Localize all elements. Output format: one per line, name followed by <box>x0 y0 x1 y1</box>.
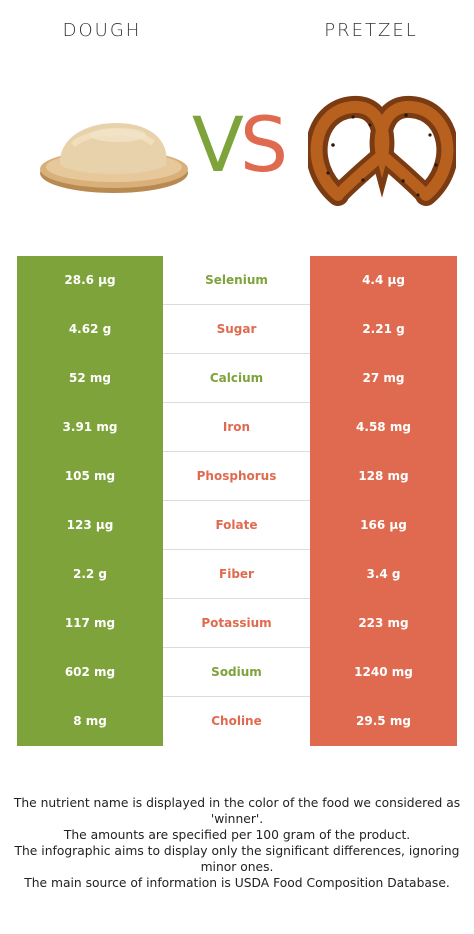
table-row: 4.62 g Sugar 2.21 g <box>17 305 457 354</box>
footnote-line: The amounts are specified per 100 gram o… <box>63 828 411 842</box>
pretzel-image <box>308 96 456 206</box>
row-divider <box>163 304 310 305</box>
pretzel-value: 223 mg <box>310 599 457 648</box>
nutrient-name: Choline <box>163 697 310 746</box>
nutrient-name: Calcium <box>163 354 310 403</box>
dough-value: 105 mg <box>17 452 163 501</box>
dough-value: 2.2 g <box>17 550 163 599</box>
nutrient-name: Sugar <box>163 305 310 354</box>
pretzel-value: 128 mg <box>310 452 457 501</box>
nutrient-name: Fiber <box>163 550 310 599</box>
row-divider <box>163 549 310 550</box>
dough-value: 123 µg <box>17 501 163 550</box>
pretzel-value: 4.58 mg <box>310 403 457 452</box>
vs-label: VS <box>191 100 288 189</box>
footnote-line: The infographic aims to display only the… <box>14 844 460 874</box>
table-row: 28.6 µg Selenium 4.4 µg <box>17 256 457 305</box>
pretzel-value: 3.4 g <box>310 550 457 599</box>
nutrient-name: Folate <box>163 501 310 550</box>
table-row: 52 mg Calcium 27 mg <box>17 354 457 403</box>
nutrient-name: Selenium <box>163 256 310 305</box>
pretzel-value: 2.21 g <box>310 305 457 354</box>
table-row: 3.91 mg Iron 4.58 mg <box>17 403 457 452</box>
dough-value: 4.62 g <box>17 305 163 354</box>
nutrient-name: Iron <box>163 403 310 452</box>
footnote-line: The main source of information is USDA F… <box>24 876 450 890</box>
table-row: 602 mg Sodium 1240 mg <box>17 648 457 697</box>
row-divider <box>163 500 310 501</box>
table-row: 105 mg Phosphorus 128 mg <box>17 452 457 501</box>
row-divider <box>163 353 310 354</box>
table-row: 2.2 g Fiber 3.4 g <box>17 550 457 599</box>
table-row: 8 mg Choline 29.5 mg <box>17 697 457 746</box>
dough-value: 8 mg <box>17 697 163 746</box>
pretzel-value: 27 mg <box>310 354 457 403</box>
footnote: The nutrient name is displayed in the co… <box>10 795 464 891</box>
row-divider <box>163 647 310 648</box>
footnote-line: The nutrient name is displayed in the co… <box>13 796 461 826</box>
dough-value: 28.6 µg <box>17 256 163 305</box>
pretzel-value: 1240 mg <box>310 648 457 697</box>
pretzel-value: 4.4 µg <box>310 256 457 305</box>
nutrient-name: Phosphorus <box>163 452 310 501</box>
pretzel-value: 29.5 mg <box>310 697 457 746</box>
nutrient-name: Sodium <box>163 648 310 697</box>
dough-value: 602 mg <box>17 648 163 697</box>
pretzel-value: 166 µg <box>310 501 457 550</box>
table-row: 123 µg Folate 166 µg <box>17 501 457 550</box>
nutrient-name: Potassium <box>163 599 310 648</box>
dough-value: 3.91 mg <box>17 403 163 452</box>
comparison-table: 28.6 µg Selenium 4.4 µg 4.62 g Sugar 2.21 g 52… <box>17 256 457 746</box>
row-divider <box>163 451 310 452</box>
dough-value: 52 mg <box>17 354 163 403</box>
table-row: 117 mg Potassium 223 mg <box>17 599 457 648</box>
row-divider <box>163 598 310 599</box>
dough-image <box>40 123 188 193</box>
row-divider <box>163 402 310 403</box>
row-divider <box>163 696 310 697</box>
left-food-title: DOUGH <box>62 20 142 41</box>
right-food-title: PRETZEL <box>324 20 418 41</box>
dough-value: 117 mg <box>17 599 163 648</box>
